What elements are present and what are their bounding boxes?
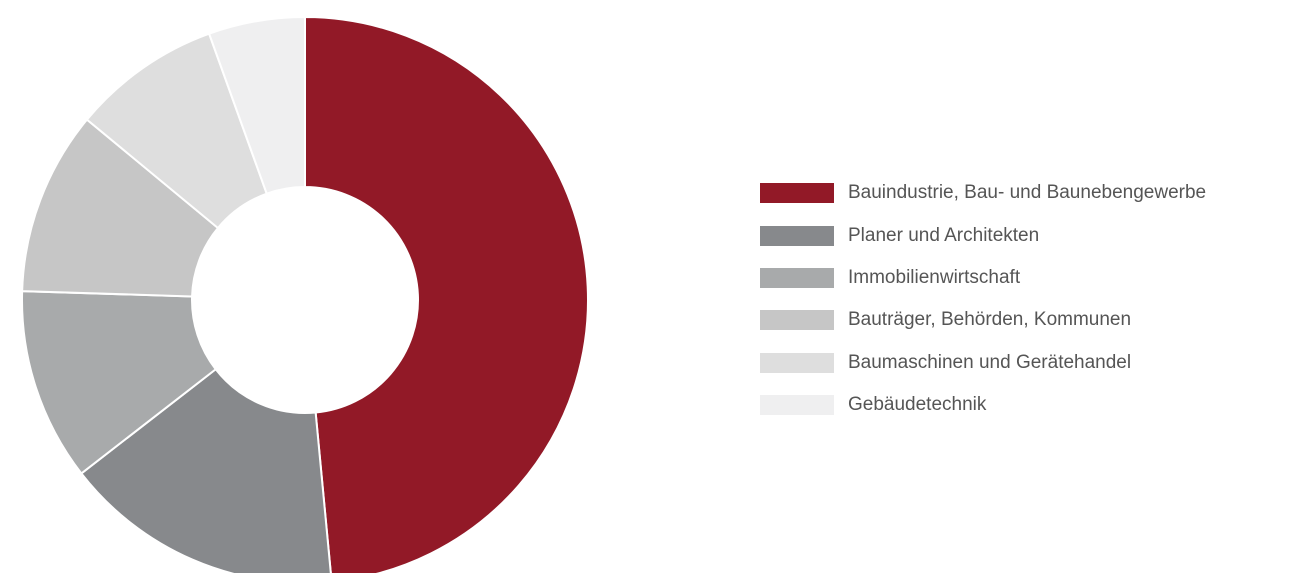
- donut-slice[interactable]: [79, 367, 332, 573]
- legend-label: Baumaschinen und Gerätehandel: [848, 351, 1132, 373]
- donut-chart: [0, 0, 620, 573]
- donut-chart-svg: [21, 15, 589, 573]
- legend-item[interactable]: Baumaschinen und Gerätehandel: [760, 342, 1285, 384]
- chart-legend: Bauindustrie, Bau- und Baunebengewerbe Pl…: [760, 172, 1285, 426]
- legend-item[interactable]: Bauindustrie, Bau- und Baunebengewerbe: [760, 172, 1285, 214]
- donut-slice[interactable]: [21, 118, 220, 298]
- legend-item[interactable]: Gebäudetechnik: [760, 384, 1285, 426]
- legend-swatch: [760, 352, 834, 373]
- legend-swatch: [760, 310, 834, 331]
- legend-label: Immobilienwirtschaft: [848, 266, 1021, 288]
- legend-item[interactable]: Bauträger, Behörden, Kommunen: [760, 299, 1285, 341]
- legend-label: Bauindustrie, Bau- und Baunebengewerbe: [848, 182, 1207, 204]
- legend-swatch: [760, 267, 834, 288]
- donut-slice[interactable]: [304, 15, 589, 573]
- legend-swatch: [760, 225, 834, 246]
- legend-label: Bauträger, Behörden, Kommunen: [848, 309, 1132, 331]
- legend-label: Planer und Architekten: [848, 224, 1040, 246]
- donut-slice[interactable]: [21, 290, 218, 475]
- legend-label: Gebäudetechnik: [848, 394, 987, 416]
- donut-slice[interactable]: [207, 15, 306, 195]
- legend-item[interactable]: Planer und Architekten: [760, 214, 1285, 256]
- legend-item[interactable]: Immobilienwirtschaft: [760, 257, 1285, 299]
- legend-swatch: [760, 183, 834, 204]
- legend-swatch: [760, 395, 834, 416]
